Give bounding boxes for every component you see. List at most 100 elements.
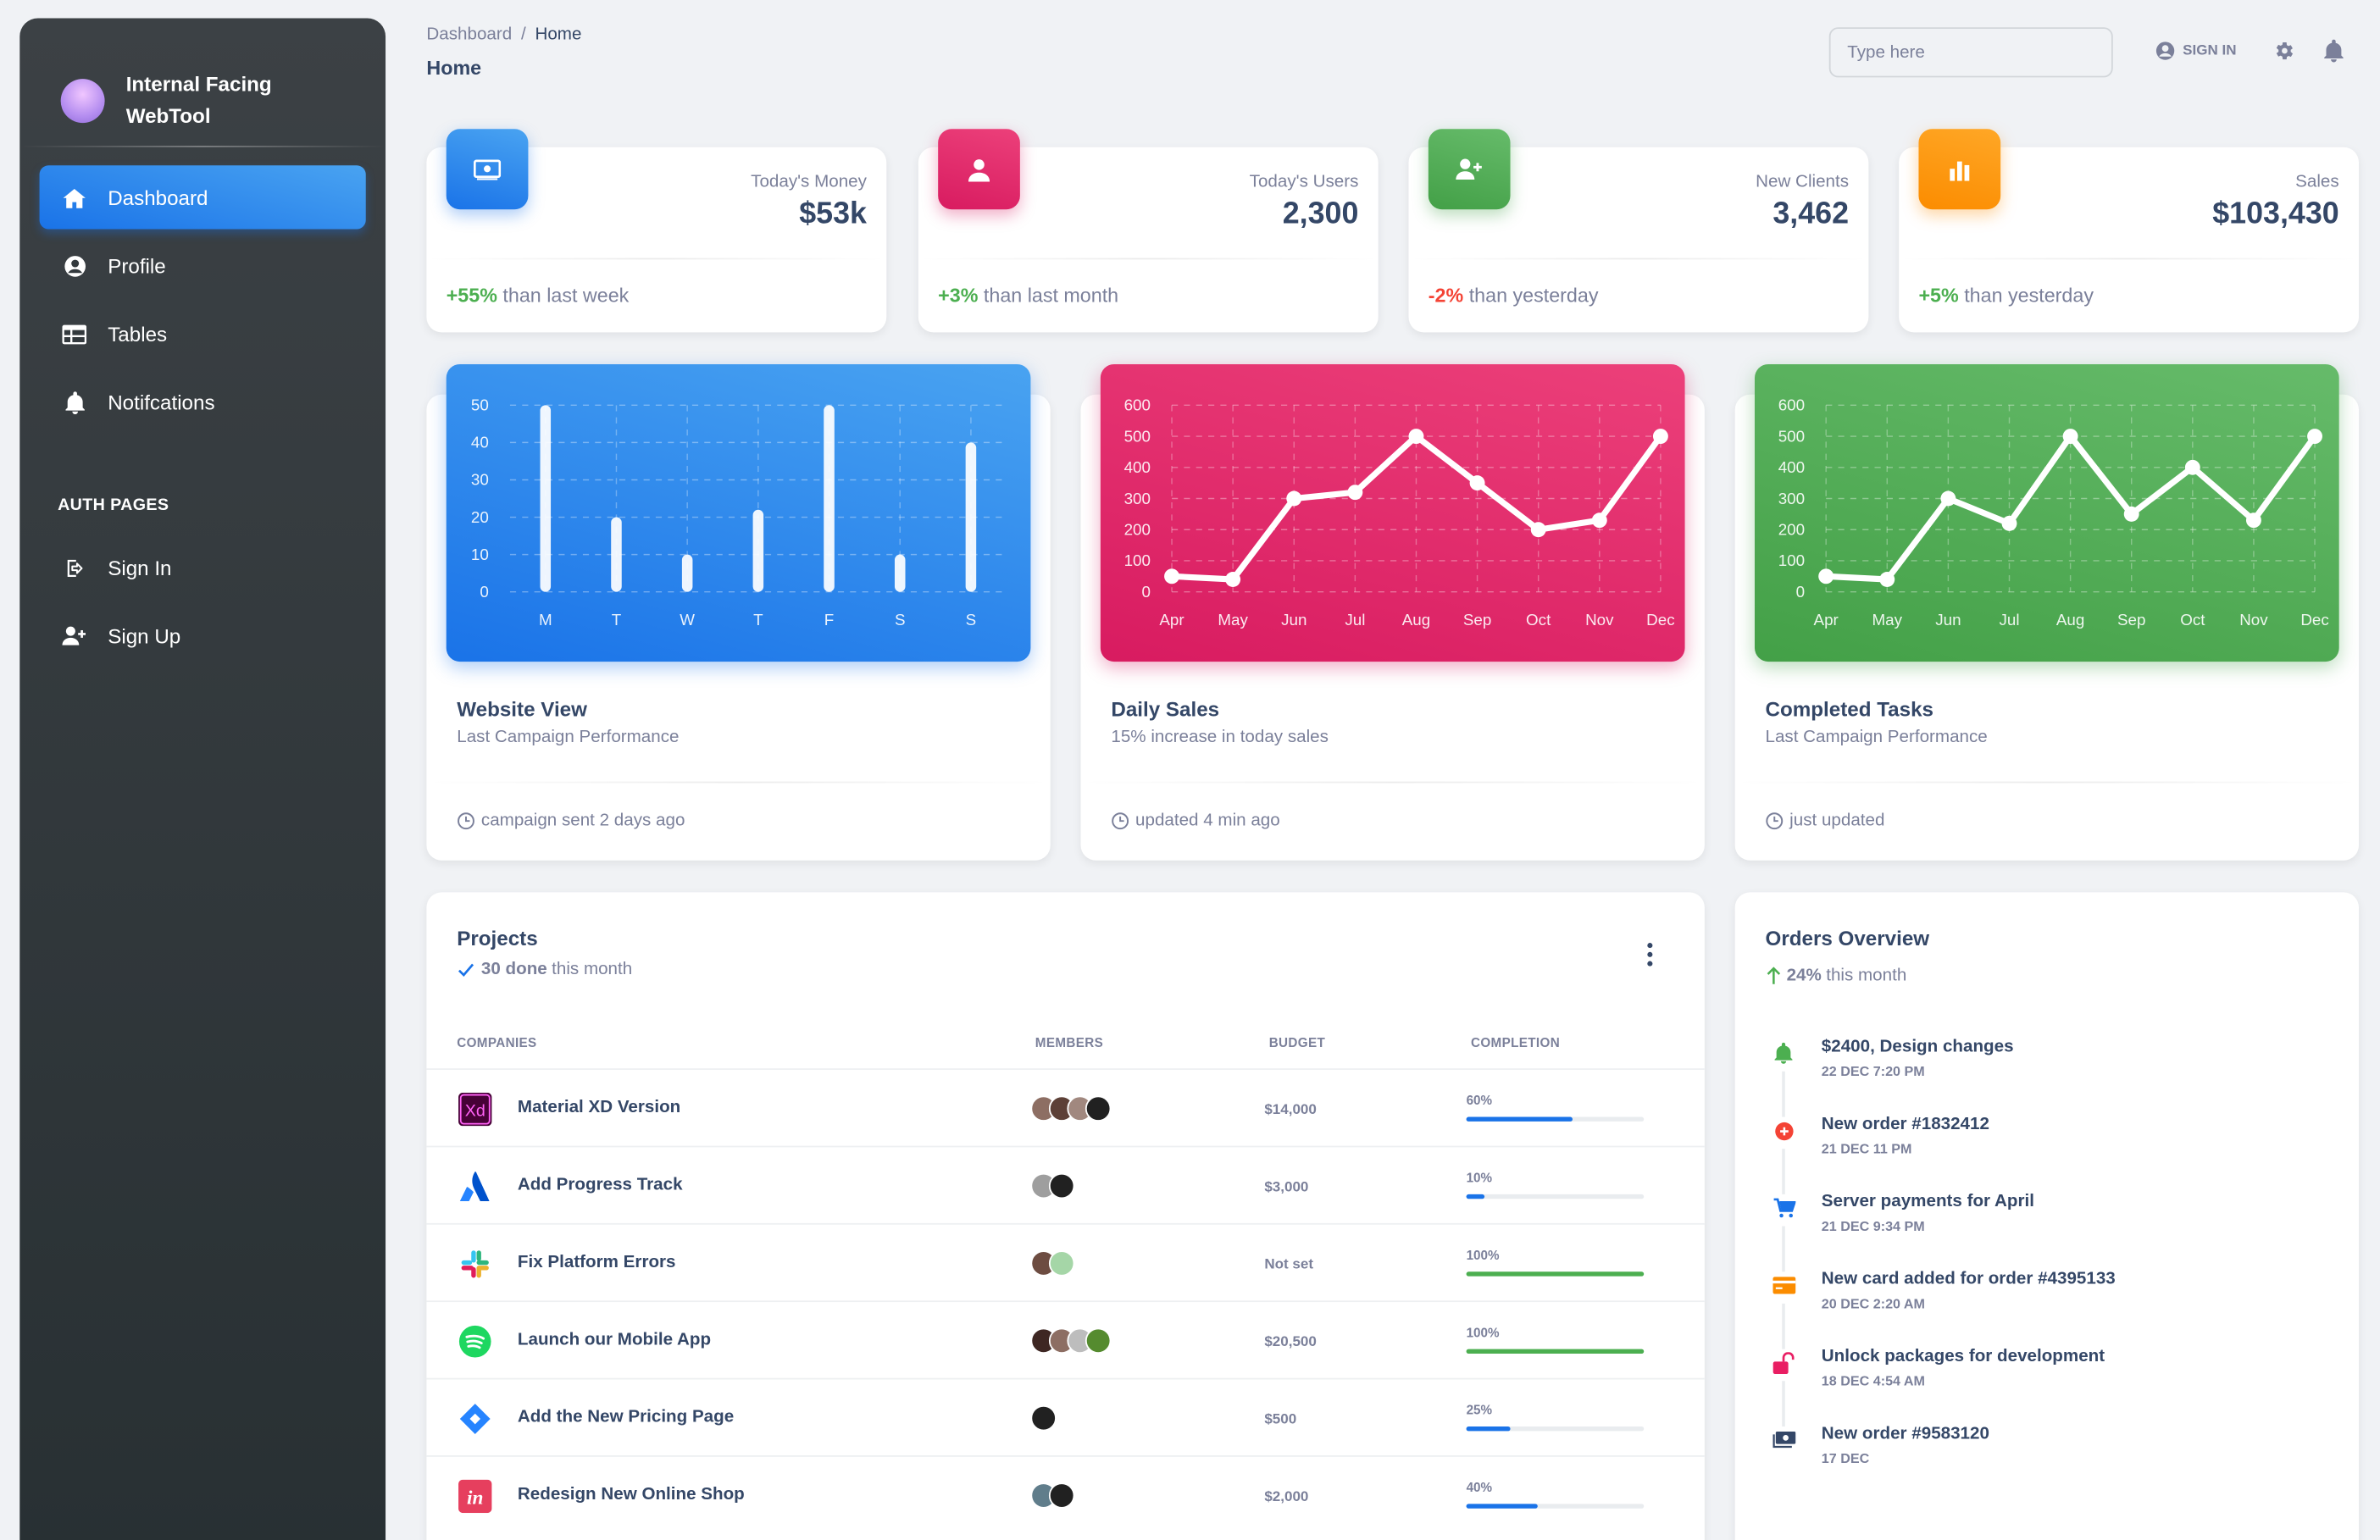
member-avatar[interactable] — [1085, 1095, 1112, 1122]
sign-in-label: SIGN IN — [2183, 42, 2237, 59]
timeline-title: $2400, Design changes — [1821, 1038, 2014, 1056]
table-row[interactable]: Add Progress Track $3,000 10% — [426, 1145, 1705, 1223]
sidebar-item-dashboard[interactable]: Dashboard — [39, 165, 366, 230]
person-add-icon — [1428, 129, 1511, 210]
table-row[interactable]: in Redesign New Online Shop $2,000 40% — [426, 1455, 1705, 1532]
completed-tasks-chart: 0 100 200 300 400 500 600 Apr May Jun Jul Aug Sep Oct… — [1778, 396, 2329, 629]
timeline-time: 20 DEC 2:20 AM — [1821, 1295, 1925, 1311]
atlassian-logo — [457, 1168, 491, 1203]
search-input[interactable] — [1828, 27, 2113, 78]
project-completion: 60% — [1466, 1092, 1493, 1108]
y-tick-label: 20 — [471, 508, 489, 526]
page-title: Home — [426, 56, 482, 80]
progress-fill — [1466, 1504, 1538, 1509]
y-tick-label: 100 — [1124, 551, 1151, 569]
project-budget: Not set — [1264, 1256, 1314, 1274]
x-tick-label: Jun — [1935, 611, 1961, 629]
sidebar-item-profile[interactable]: Profile — [40, 234, 366, 297]
chart-subtitle: 15% increase in today sales — [1111, 728, 1329, 747]
sidebar-item-label: Sign Up — [108, 624, 181, 648]
brand-name: Internal Facing WebTool — [125, 72, 272, 128]
bar — [540, 405, 552, 592]
spotify-logo — [457, 1323, 491, 1358]
x-tick-label: Dec — [2300, 611, 2328, 629]
data-point — [1591, 512, 1607, 529]
arrow-up-icon — [1767, 967, 1781, 984]
y-tick-label: 200 — [1124, 521, 1151, 539]
timeline-item[interactable]: Server payments for April 21 DEC 9:34 PM — [1766, 1193, 2343, 1273]
notification-bell-icon[interactable] — [2324, 39, 2344, 70]
table-row[interactable]: Fix Platform Errors Not set 100% — [426, 1222, 1705, 1300]
member-avatar[interactable] — [1048, 1172, 1075, 1199]
y-tick-label: 0 — [1141, 583, 1150, 601]
project-name: Add the New Pricing Page — [517, 1408, 735, 1427]
member-avatar[interactable] — [1030, 1404, 1057, 1432]
y-tick-label: 300 — [1124, 490, 1151, 507]
bell-icon — [1772, 1041, 1796, 1066]
member-avatar[interactable] — [1048, 1482, 1075, 1509]
table-row[interactable]: Launch our Mobile App $20,500 100% — [426, 1300, 1705, 1377]
stat-card-money: Today's Money $53k +55% than last week — [426, 129, 887, 333]
data-point — [1408, 429, 1424, 445]
sidebar-item-tables[interactable]: Tables — [40, 302, 366, 366]
progress-fill — [1466, 1271, 1645, 1277]
timeline-item[interactable]: New order #1832412 21 DEC 11 PM — [1766, 1116, 2343, 1195]
timeline-item[interactable]: $2400, Design changes 22 DEC 7:20 PM — [1766, 1038, 2343, 1118]
chart-subtitle: Last Campaign Performance — [457, 728, 680, 747]
sidebar-item-sign-in[interactable]: Sign In — [40, 535, 366, 599]
timeline-title: New order #9583120 — [1821, 1425, 1989, 1443]
stat-divider — [1408, 258, 1869, 260]
sign-in-link[interactable]: SIGN IN — [2155, 41, 2237, 60]
bar — [894, 554, 906, 592]
table-icon — [61, 320, 88, 347]
more-vert-icon[interactable] — [1645, 943, 1655, 975]
cart-icon — [1772, 1196, 1796, 1221]
daily-sales-chart: 0 100 200 300 400 500 600 Apr May Jun Jul Aug Sep Oct… — [1124, 396, 1675, 629]
member-avatar[interactable] — [1085, 1327, 1112, 1354]
stat-footer: +3% than last month — [938, 284, 1118, 307]
project-name: Redesign New Online Shop — [517, 1485, 745, 1504]
sidebar-item-sign-up[interactable]: Sign Up — [40, 604, 366, 668]
data-point — [1530, 522, 1546, 538]
gear-icon[interactable] — [2272, 40, 2295, 70]
timeline-item[interactable]: Unlock packages for development 18 DEC 4… — [1766, 1348, 2343, 1427]
payments-icon — [1772, 1428, 1796, 1453]
stat-change: +5% — [1918, 284, 1959, 307]
bar — [824, 405, 835, 592]
completed-tasks-chart-panel: 0 100 200 300 400 500 600 Apr May Jun Jul Aug Sep Oct… — [1754, 363, 2339, 662]
orders-subtitle: 24% this month — [1766, 967, 1906, 985]
slack-logo — [457, 1246, 491, 1281]
y-tick-label: 10 — [471, 546, 489, 563]
x-tick-label: S — [966, 611, 977, 629]
stat-change: -2% — [1428, 284, 1464, 307]
breadcrumb-link-dashboard[interactable]: Dashboard — [426, 25, 513, 44]
project-name: Material XD Version — [517, 1099, 681, 1117]
timeline-item[interactable]: New card added for order #4395133 20 DEC… — [1766, 1270, 2343, 1350]
chart-title: Completed Tasks — [1765, 698, 1934, 721]
x-tick-label: Sep — [2117, 611, 2145, 629]
breadcrumb-current: Home — [535, 25, 582, 44]
project-members — [1030, 1482, 1075, 1509]
timeline-time: 21 DEC 9:34 PM — [1821, 1218, 1925, 1234]
chart-title: Website View — [457, 698, 587, 721]
timeline-connector — [1782, 1149, 1785, 1194]
table-row[interactable]: Add the New Pricing Page $500 25% — [426, 1377, 1705, 1455]
timeline-time: 21 DEC 11 PM — [1821, 1141, 1912, 1157]
data-point — [1818, 568, 1834, 584]
clock-icon — [1766, 812, 1784, 830]
clock-icon — [458, 812, 474, 830]
chart-footer: just updated — [1766, 812, 1884, 830]
chart-card-completed-tasks: 0 100 200 300 400 500 600 Apr May Jun Jul Aug Sep Oct… — [1734, 363, 2359, 861]
x-tick-label: Jun — [1281, 611, 1307, 629]
stat-card-clients: New Clients 3,462 -2% than yesterday — [1408, 129, 1869, 333]
sidebar-item-notifications[interactable]: Notifcations — [40, 370, 366, 434]
member-avatar[interactable] — [1048, 1250, 1075, 1277]
credit-card-icon — [1772, 1273, 1796, 1298]
table-row[interactable]: Xd Material XD Version $14,000 60% — [426, 1068, 1705, 1145]
chart-footer: campaign sent 2 days ago — [457, 812, 685, 830]
brand[interactable]: Internal Facing WebTool — [19, 18, 386, 145]
person-icon — [938, 129, 1020, 210]
project-members — [1030, 1404, 1057, 1432]
y-tick-label: 400 — [1124, 458, 1151, 476]
timeline-item[interactable]: New order #9583120 17 DEC — [1766, 1425, 2343, 1505]
